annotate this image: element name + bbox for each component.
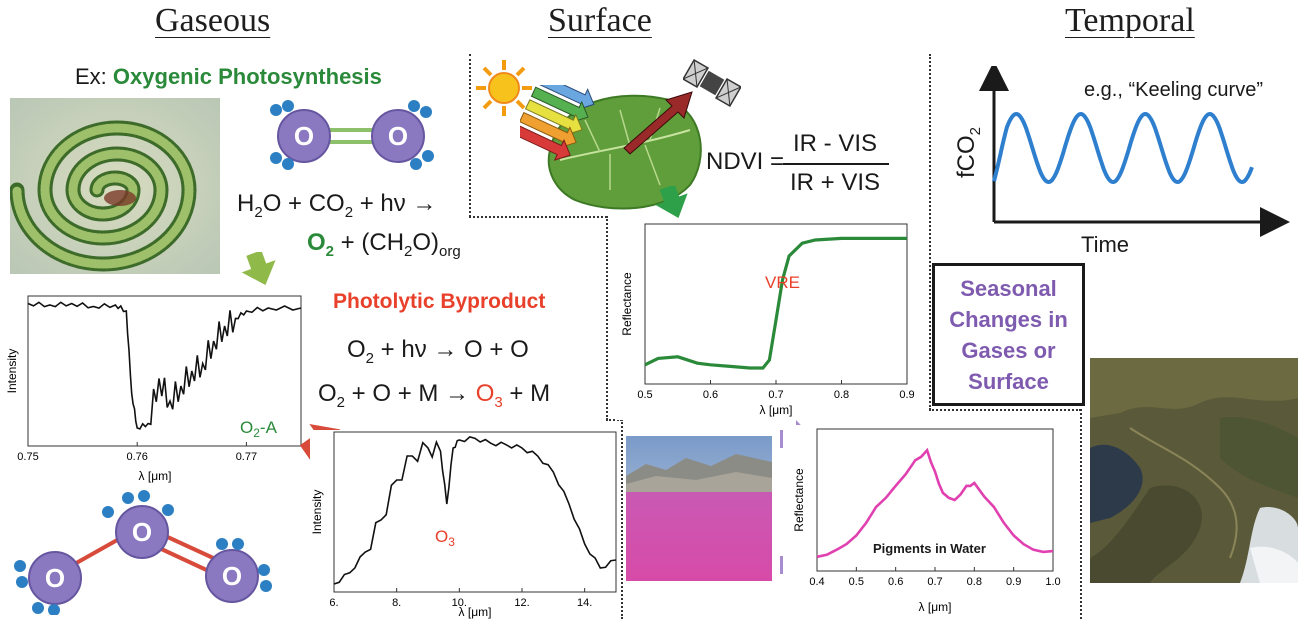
reaction-photolysis: O2 + hν → O + O [347, 336, 529, 367]
vre-reflectance-plot: 0.5 0.6 0.7 0.8 0.9 VRE λ [μm] Reflectance [615, 222, 915, 420]
divider-temporal-low-vert [1080, 409, 1082, 619]
o3-atom-left: O [45, 563, 65, 593]
x-tick-label: 0.8 [834, 389, 849, 401]
x-tick-label: 0.5 [637, 389, 652, 401]
series-line [816, 447, 1054, 559]
photolytic-title: Photolytic Byproduct [333, 290, 546, 313]
pigments-ylabel: Reflectance [792, 468, 806, 532]
series-line [644, 236, 907, 370]
x-tick-label: 0.77 [236, 451, 257, 463]
reflected-light-arrow [623, 91, 693, 155]
divider-surface-low [606, 419, 622, 421]
keeling-ylabel: fCO2 [953, 127, 984, 178]
seasonal-changes-box: Seasonal Changes in Gases or Surface [932, 263, 1085, 406]
divider-surface-vert [606, 216, 608, 420]
pigments-xlabel: λ [μm] [919, 600, 952, 614]
pigments-annotation: Pigments in Water [873, 541, 986, 556]
o3-spectrum-plot: 6. 8. 10. 12. 14. O3 λ [μm] Intensity [310, 430, 620, 619]
arrow-to-o2a [241, 252, 276, 286]
o2-atom-right: O [388, 121, 408, 151]
example-prefix: Ex: [75, 64, 107, 89]
o2a-xlabel: λ [μm] [139, 469, 172, 483]
o3-molecule: O O O [14, 490, 272, 615]
pigments-reflectance-plot: 0.4 0.5 0.6 0.7 0.8 0.9 1.0 Pigments in Water … [783, 425, 1063, 619]
heading-surface: Surface [548, 2, 652, 39]
seasonal-changes-text: Seasonal Changes in Gases or Surface [949, 275, 1068, 394]
vre-annotation: VRE [765, 273, 800, 292]
x-tick-label: 0.76 [126, 451, 147, 463]
incident-light-arrows [520, 85, 595, 161]
x-tick-label: 14. [577, 597, 592, 609]
reaction-photosynthesis-2: O2 + (CH2O)org [307, 229, 461, 260]
keeling-series-line [992, 111, 1254, 185]
series-line [333, 436, 617, 585]
divider-surface-low-vert [621, 419, 623, 619]
x-tick-label: 12. [514, 597, 529, 609]
keeling-xlabel: Time [1081, 232, 1129, 257]
o2-atom-left: O [294, 121, 314, 151]
o2-molecule: O O [270, 100, 434, 170]
o3-atom-right: O [222, 561, 242, 591]
x-tick-label: 0.8 [967, 576, 982, 588]
example-line: Ex: Oxygenic Photosynthesis [75, 64, 382, 90]
example-title: Oxygenic Photosynthesis [112, 64, 382, 89]
divider-surface-top [469, 54, 471, 217]
arrow-to-vre [655, 186, 688, 219]
o3-annotation: O3 [435, 527, 455, 549]
vre-xlabel: λ [μm] [760, 403, 793, 417]
o2a-ylabel: Intensity [5, 349, 19, 394]
divider-temporal-low [929, 409, 1081, 411]
x-tick-label: 0.5 [849, 576, 864, 588]
x-tick-label: 8. [392, 597, 401, 609]
series-line [27, 301, 302, 430]
o2a-spectrum-plot: 0.75 0.76 0.77 O2-A λ [μm] Intensity [0, 290, 310, 485]
x-tick-label: 0.9 [899, 389, 914, 401]
x-tick-label: 0.75 [17, 451, 38, 463]
keeling-example: e.g., “Keeling curve” [1084, 79, 1263, 101]
o3-xlabel: λ [μm] [459, 605, 492, 619]
divider-temporal [929, 54, 931, 410]
ndvi-denominator: IR + VIS [789, 169, 881, 196]
reaction-photosynthesis-1: H2O + CO2 + hν → [237, 190, 437, 221]
o2a-annotation: O2-A [240, 418, 278, 440]
x-tick-label: 0.4 [809, 576, 824, 588]
sun-icon [476, 60, 532, 116]
x-tick-label: 0.6 [703, 389, 718, 401]
divider-surface-mid [469, 216, 607, 218]
heading-gaseous: Gaseous [155, 2, 271, 39]
satellite-land-image [1090, 358, 1298, 583]
keeling-curve-plot: e.g., “Keeling curve” Time fCO2 [953, 66, 1290, 257]
cyanobacteria-image [10, 98, 220, 274]
vre-ylabel: Reflectance [620, 272, 634, 336]
x-tick-label: 1.0 [1045, 576, 1060, 588]
x-tick-label: 0.9 [1006, 576, 1021, 588]
heading-temporal: Temporal [1065, 2, 1195, 39]
ndvi-numerator: IR - VIS [792, 130, 877, 157]
pink-lake-image [626, 436, 772, 581]
x-tick-label: 0.6 [888, 576, 903, 588]
x-tick-label: 0.7 [927, 576, 942, 588]
x-tick-label: 0.7 [768, 389, 783, 401]
x-tick-label: 10. [452, 597, 467, 609]
o3-atom-top: O [132, 517, 152, 547]
x-tick-label: 6. [329, 597, 338, 609]
reaction-ozone: O2 + O + M → O3 + M [318, 380, 551, 411]
satellite-icon [683, 58, 741, 108]
o3-ylabel: Intensity [310, 490, 324, 535]
ndvi-fraction-bar [783, 163, 889, 165]
ndvi-label: NDVI = [706, 148, 785, 175]
